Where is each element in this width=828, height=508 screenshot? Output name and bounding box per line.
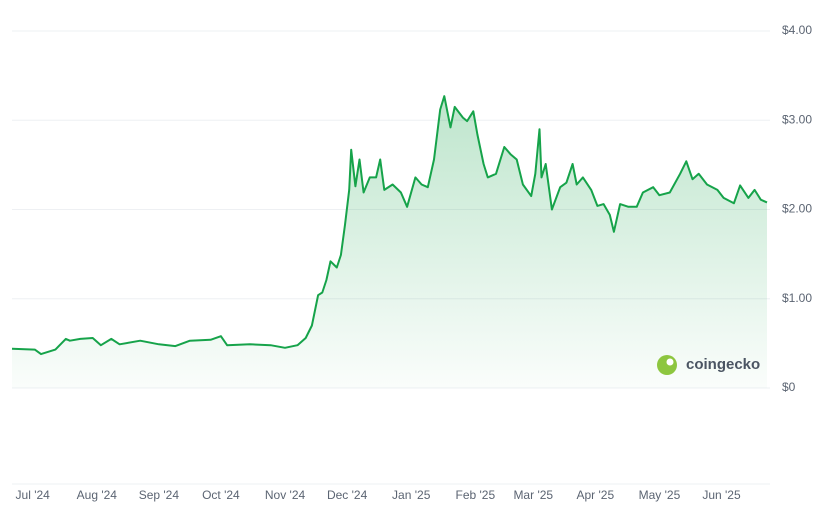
watermark-logo-eye — [666, 358, 674, 366]
area — [12, 96, 767, 388]
x-tick-label: Oct '24 — [202, 488, 240, 502]
watermark: coingecko — [657, 355, 760, 375]
x-tick-label: Jul '24 — [16, 488, 51, 502]
x-tick-label: Feb '25 — [456, 488, 496, 502]
x-tick-label: Sep '24 — [139, 488, 180, 502]
watermark-text: coingecko — [686, 356, 760, 373]
x-tick-label: Dec '24 — [327, 488, 368, 502]
x-tick-label: Mar '25 — [513, 488, 553, 502]
x-tick-label: Apr '25 — [576, 488, 614, 502]
x-tick-label: Nov '24 — [265, 488, 306, 502]
x-tick-label: Jan '25 — [392, 488, 431, 502]
x-tick-label: Aug '24 — [77, 488, 118, 502]
watermark-logo — [657, 355, 677, 375]
price-line — [11, 95, 768, 356]
x-tick-label: Jun '25 — [702, 488, 741, 502]
x-tick-label: May '25 — [639, 488, 681, 502]
y-tick-label: $4.00 — [782, 23, 812, 37]
y-tick-label: $0 — [782, 380, 796, 394]
y-tick-label: $1.00 — [782, 291, 812, 305]
y-tick-label: $2.00 — [782, 202, 812, 216]
y-tick-label: $3.00 — [782, 112, 812, 126]
